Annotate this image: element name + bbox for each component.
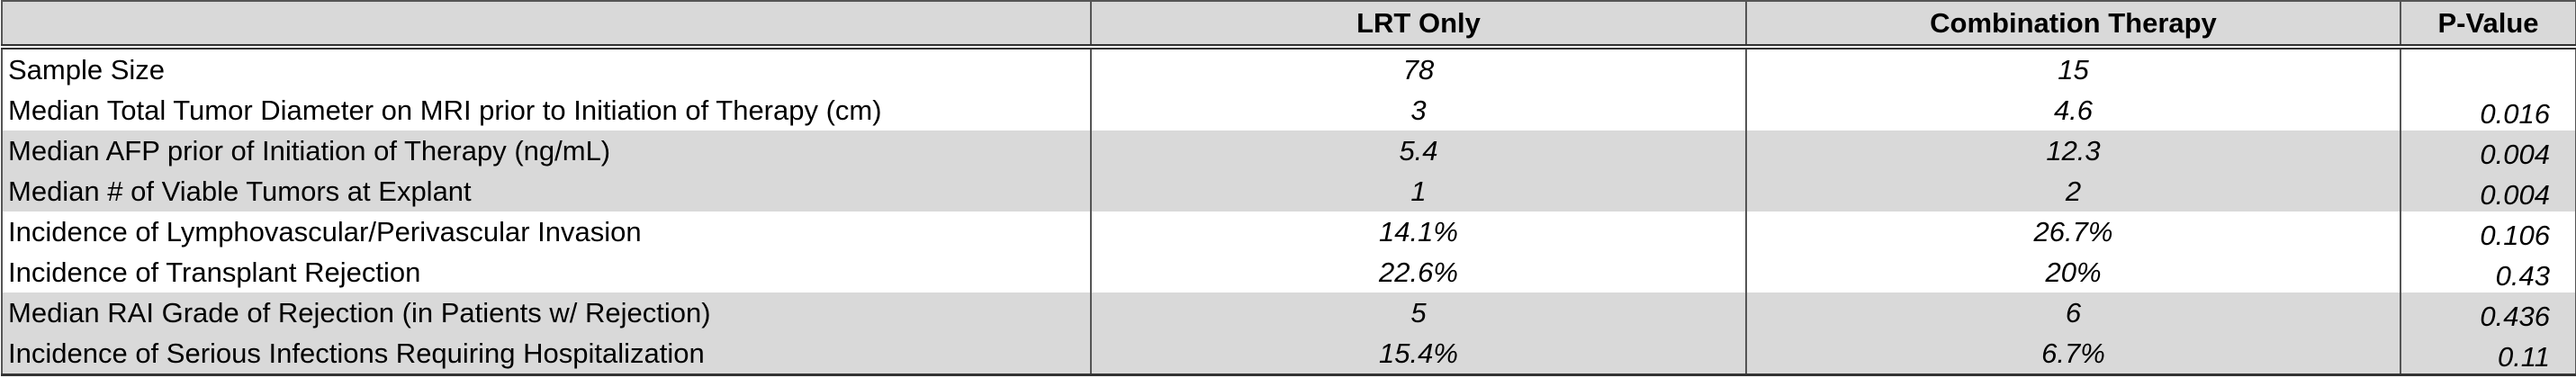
value-cell: 20% <box>1745 252 2401 292</box>
p-value-cell <box>2400 47 2576 90</box>
table-row: Sample Size 78 15 <box>1 47 2576 90</box>
header-cell <box>1 0 1092 50</box>
row-label: Sample Size <box>1 47 1092 90</box>
p-value-cell: 0.436 <box>2400 292 2576 333</box>
value-cell: 5 <box>1090 292 1747 333</box>
value-cell: 22.6% <box>1090 252 1747 292</box>
header-cell: P-Value <box>2400 0 2576 50</box>
value-cell: 3 <box>1090 90 1747 130</box>
row-label: Median # of Viable Tumors at Explant <box>1 171 1092 212</box>
table-row: Incidence of Transplant Rejection 22.6% 20… <box>1 252 2576 292</box>
p-value-cell: 0.004 <box>2400 171 2576 212</box>
row-label: Incidence of Transplant Rejection <box>1 252 1092 292</box>
value-cell: 15.4% <box>1090 333 1747 376</box>
table-row: Median Total Tumor Diameter on MRI prior… <box>1 90 2576 130</box>
header-cell: Combination Therapy <box>1745 0 2401 50</box>
p-value-cell: 0.11 <box>2400 333 2576 376</box>
row-label: Median AFP prior of Initiation of Therap… <box>1 130 1092 171</box>
row-label: Median Total Tumor Diameter on MRI prior… <box>1 90 1092 130</box>
p-value-cell: 0.016 <box>2400 90 2576 130</box>
value-cell: 4.6 <box>1745 90 2401 130</box>
p-value-cell: 0.106 <box>2400 212 2576 252</box>
row-label: Median RAI Grade of Rejection (in Patien… <box>1 292 1092 333</box>
value-cell: 14.1% <box>1090 212 1747 252</box>
row-label: Incidence of Serious Infections Requirin… <box>1 333 1092 376</box>
table-body: Sample Size 78 15 Median Total Tumor Diamet… <box>1 47 2576 376</box>
value-cell: 78 <box>1090 47 1747 90</box>
value-cell: 6.7% <box>1745 333 2401 376</box>
value-cell: 6 <box>1745 292 2401 333</box>
header-row: LRT Only Combination Therapy P-Value <box>1 0 2576 50</box>
table-row: Median AFP prior of Initiation of Therap… <box>1 130 2576 171</box>
value-cell: 5.4 <box>1090 130 1747 171</box>
value-cell: 26.7% <box>1745 212 2401 252</box>
table-row: Median RAI Grade of Rejection (in Patien… <box>1 292 2576 333</box>
row-label: Incidence of Lymphovascular/Perivascular… <box>1 212 1092 252</box>
table-row: Incidence of Serious Infections Requirin… <box>1 333 2576 376</box>
value-cell: 15 <box>1745 47 2401 90</box>
p-value-cell: 0.43 <box>2400 252 2576 292</box>
value-cell: 12.3 <box>1745 130 2401 171</box>
table-row: Incidence of Lymphovascular/Perivascular… <box>1 212 2576 252</box>
header-cell: LRT Only <box>1090 0 1747 50</box>
p-value-cell: 0.004 <box>2400 130 2576 171</box>
value-cell: 1 <box>1090 171 1747 212</box>
table-row: Median # of Viable Tumors at Explant 1 2 0.… <box>1 171 2576 212</box>
value-cell: 2 <box>1745 171 2401 212</box>
